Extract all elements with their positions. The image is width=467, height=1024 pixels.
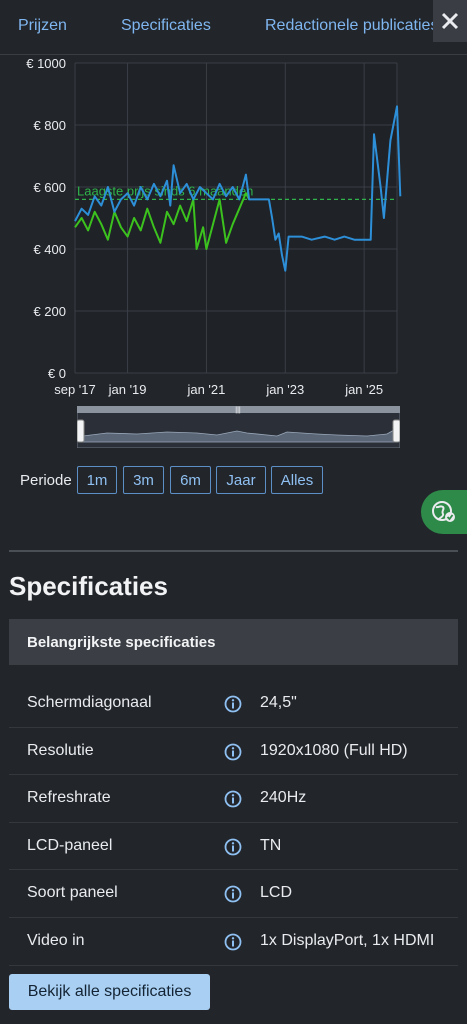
- scrollbar-grip-icon: |||: [235, 407, 241, 414]
- chart-navigator[interactable]: |||: [77, 406, 400, 448]
- info-icon[interactable]: [224, 743, 242, 761]
- period-1m-button[interactable]: 1m: [77, 466, 117, 494]
- spec-value: LCD: [260, 884, 293, 902]
- y-tick-label: € 800: [33, 118, 66, 133]
- x-tick-label: jan '21: [186, 382, 225, 397]
- view-all-specs-button[interactable]: Bekijk alle specificaties: [9, 974, 210, 1010]
- navigator-right-handle[interactable]: [392, 419, 400, 443]
- x-tick-label: jan '25: [344, 382, 383, 397]
- period-3m-button[interactable]: 3m: [123, 466, 164, 494]
- spec-value: 1x DisplayPort, 1x HDMI: [260, 931, 435, 949]
- info-icon[interactable]: [224, 838, 242, 856]
- spec-row: Refreshrate 240Hz: [9, 775, 458, 823]
- spec-row: LCD-paneel TN: [9, 823, 458, 871]
- spec-label: LCD-paneel: [27, 836, 113, 854]
- section-divider: [9, 550, 458, 552]
- info-icon[interactable]: [224, 790, 242, 808]
- tab-prijzen[interactable]: Prijzen: [18, 17, 67, 34]
- spec-label: Schermdiagonaal: [27, 694, 152, 711]
- spec-row: Schermdiagonaal 24,5": [9, 680, 458, 728]
- spec-value: 24,5": [260, 694, 297, 711]
- y-tick-label: € 200: [33, 304, 66, 319]
- period-6m-button[interactable]: 6m: [170, 466, 211, 494]
- specs-section-header: Belangrijkste specificaties: [9, 619, 458, 665]
- info-icon[interactable]: [224, 885, 242, 903]
- spec-row: Resolutie 1920x1080 (Full HD): [9, 728, 458, 776]
- tab-bar: Prijzen Specificaties Redactionele publi…: [0, 0, 467, 55]
- info-icon[interactable]: [224, 695, 242, 713]
- spec-value: 240Hz: [260, 789, 307, 807]
- x-tick-label: jan '23: [265, 382, 304, 397]
- x-tick-label: jan '19: [108, 382, 147, 397]
- close-icon: [441, 12, 459, 30]
- info-icon[interactable]: [224, 933, 242, 951]
- period-jaar-button[interactable]: Jaar: [216, 466, 266, 494]
- lowest-price-series-line: [74, 192, 250, 250]
- spec-value: TN: [260, 836, 282, 854]
- spec-row: Video in 1x DisplayPort, 1x HDMI: [9, 918, 458, 966]
- y-tick-label: € 600: [33, 180, 66, 195]
- periode-label: Periode: [20, 472, 72, 489]
- y-tick-label: € 1000: [26, 56, 66, 71]
- y-tick-label: € 400: [33, 242, 66, 257]
- tab-redactionele-publicaties[interactable]: Redactionele publicaties: [265, 17, 439, 34]
- spec-value: 1920x1080 (Full HD): [260, 741, 408, 759]
- specs-list: Schermdiagonaal 24,5" Resolutie 1920x108…: [9, 680, 458, 966]
- navigator-scrollbar[interactable]: [77, 406, 400, 413]
- language-region-button[interactable]: [421, 490, 467, 534]
- price-series-line: [74, 105, 402, 272]
- price-history-chart[interactable]: € 1000 € 800 € 600 € 400 € 200 € 0 sep '17 jan…: [0, 56, 467, 400]
- spec-label: Resolutie: [27, 741, 94, 759]
- period-alles-button[interactable]: Alles: [271, 466, 323, 494]
- spec-label: Soort paneel: [27, 884, 118, 902]
- y-tick-label: € 0: [48, 366, 66, 381]
- close-button[interactable]: [433, 0, 467, 42]
- specs-title: Specificaties: [9, 571, 168, 601]
- spec-row: Soort paneel LCD: [9, 870, 458, 918]
- tab-specificaties[interactable]: Specificaties: [121, 17, 211, 34]
- globe-check-icon: [432, 501, 455, 522]
- x-tick-label: sep '17: [54, 382, 96, 397]
- spec-label: Video in: [27, 931, 85, 949]
- spec-label: Refreshrate: [27, 789, 111, 807]
- navigator-left-handle[interactable]: [77, 419, 85, 443]
